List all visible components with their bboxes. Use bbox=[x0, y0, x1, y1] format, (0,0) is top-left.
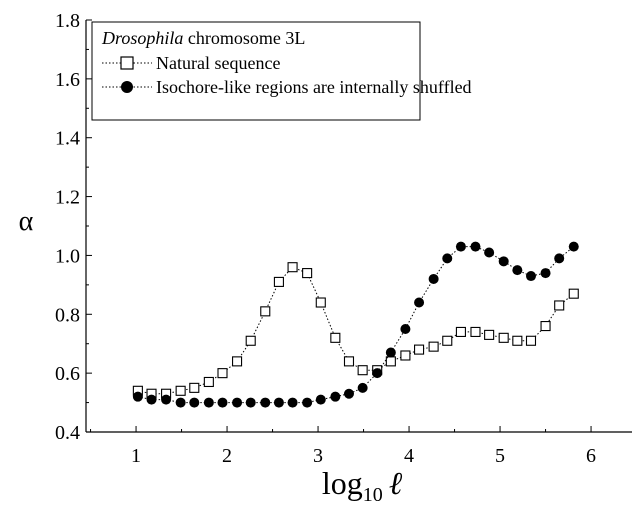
y-tick-label: 1.8 bbox=[55, 10, 80, 32]
y-axis-label: α bbox=[19, 206, 34, 237]
data-point-filled-circle bbox=[315, 394, 326, 405]
series-line bbox=[137, 266, 575, 395]
data-point-filled-circle bbox=[568, 241, 579, 252]
y-tick-label: 0.6 bbox=[55, 363, 80, 385]
data-point-filled-circle bbox=[484, 247, 495, 258]
data-point-filled-circle bbox=[273, 397, 284, 408]
x-axis-label-ell: ℓ bbox=[389, 465, 403, 501]
x-axis-label: log10 ℓ bbox=[322, 465, 403, 503]
open-square-marker-icon bbox=[120, 56, 134, 70]
x-tick-label: 4 bbox=[404, 445, 414, 467]
data-point-filled-circle bbox=[146, 394, 157, 405]
data-point-filled-circle bbox=[554, 253, 565, 264]
legend: Drosophila chromosome 3L Natural sequenc… bbox=[91, 21, 472, 121]
data-point-open-square bbox=[260, 306, 271, 317]
data-point-filled-circle bbox=[372, 368, 383, 379]
data-point-filled-circle bbox=[455, 241, 466, 252]
data-point-open-square bbox=[357, 365, 368, 376]
series-line bbox=[137, 246, 575, 404]
x-tick-label: 6 bbox=[586, 445, 596, 467]
legend-box bbox=[91, 21, 421, 121]
data-point-filled-circle bbox=[540, 268, 551, 279]
data-point-open-square bbox=[189, 382, 200, 393]
series-1 bbox=[132, 241, 579, 408]
x-axis-label-log: log bbox=[322, 465, 363, 501]
data-point-open-square bbox=[175, 385, 186, 396]
legend-entry-natural-sequence: Natural sequence bbox=[102, 53, 280, 73]
data-point-filled-circle bbox=[287, 397, 298, 408]
legend-title-rest: chromosome 3L bbox=[183, 28, 305, 48]
data-point-filled-circle bbox=[232, 397, 243, 408]
data-point-filled-circle bbox=[217, 397, 228, 408]
data-point-open-square bbox=[400, 350, 411, 361]
x-tick-label: 5 bbox=[495, 445, 505, 467]
data-point-open-square bbox=[343, 356, 355, 367]
y-tick-label: 0.4 bbox=[55, 422, 80, 444]
data-point-filled-circle bbox=[260, 397, 271, 408]
legend-label-natural-sequence: Natural sequence bbox=[156, 53, 280, 73]
series-layer bbox=[132, 241, 579, 408]
data-point-filled-circle bbox=[132, 391, 143, 402]
x-axis-label-subscript: 10 bbox=[363, 484, 383, 503]
data-point-open-square bbox=[245, 335, 256, 346]
data-point-filled-circle bbox=[512, 265, 523, 276]
data-point-filled-circle bbox=[470, 241, 481, 252]
data-point-open-square bbox=[287, 262, 298, 273]
data-point-open-square bbox=[414, 344, 425, 355]
data-point-filled-circle bbox=[330, 391, 341, 402]
y-tick-label: 1.6 bbox=[55, 69, 80, 91]
axes-layer: 0.4 0.6 0.8 1.0 1.2 1.4 1.6 1.8 1 2 3 4 5 6 bbox=[55, 10, 632, 467]
legend-entry-shuffled: Isochore-like regions are internally shu… bbox=[102, 77, 472, 97]
data-point-open-square bbox=[554, 300, 565, 311]
data-point-filled-circle bbox=[385, 347, 396, 358]
data-point-filled-circle bbox=[498, 256, 509, 267]
data-point-open-square bbox=[498, 332, 509, 343]
data-point-filled-circle bbox=[343, 388, 354, 399]
data-point-filled-circle bbox=[161, 394, 172, 405]
data-point-open-square bbox=[232, 356, 243, 367]
y-tick-label: 1.0 bbox=[55, 245, 80, 267]
x-tick-label: 1 bbox=[131, 445, 141, 467]
data-point-open-square bbox=[273, 276, 284, 287]
filled-circle-marker-icon bbox=[121, 81, 133, 93]
data-point-open-square bbox=[330, 332, 341, 343]
data-point-filled-circle bbox=[357, 382, 368, 393]
data-point-open-square bbox=[568, 288, 579, 299]
data-point-open-square bbox=[525, 335, 537, 346]
data-point-open-square bbox=[217, 368, 228, 379]
data-point-open-square bbox=[512, 335, 523, 346]
data-point-open-square bbox=[315, 297, 326, 308]
y-tick-label: 1.2 bbox=[55, 187, 80, 209]
y-tick-label: 0.8 bbox=[55, 304, 80, 326]
data-point-filled-circle bbox=[414, 297, 425, 308]
data-point-open-square bbox=[428, 341, 439, 352]
series-0 bbox=[132, 262, 579, 399]
data-point-filled-circle bbox=[189, 397, 200, 408]
data-point-open-square bbox=[442, 335, 453, 346]
data-point-open-square bbox=[203, 376, 214, 388]
data-point-filled-circle bbox=[442, 253, 453, 264]
legend-title: Drosophila chromosome 3L bbox=[101, 28, 305, 48]
legend-title-italic: Drosophila bbox=[101, 28, 183, 48]
x-tick-label: 3 bbox=[313, 445, 323, 467]
data-point-open-square bbox=[302, 268, 313, 279]
data-point-open-square bbox=[455, 326, 466, 337]
y-tick-label: 1.4 bbox=[55, 128, 80, 150]
data-point-filled-circle bbox=[302, 397, 313, 408]
data-point-filled-circle bbox=[400, 324, 411, 334]
legend-label-shuffled: Isochore-like regions are internally shu… bbox=[156, 77, 472, 97]
data-point-open-square bbox=[470, 326, 481, 337]
data-point-filled-circle bbox=[175, 397, 186, 408]
data-point-open-square bbox=[540, 321, 551, 332]
data-point-open-square bbox=[385, 356, 396, 367]
data-point-filled-circle bbox=[525, 271, 536, 282]
data-point-open-square bbox=[484, 329, 495, 340]
x-tick-label: 2 bbox=[222, 445, 232, 467]
data-point-filled-circle bbox=[203, 397, 214, 408]
data-point-filled-circle bbox=[245, 397, 256, 408]
data-point-filled-circle bbox=[428, 273, 439, 284]
